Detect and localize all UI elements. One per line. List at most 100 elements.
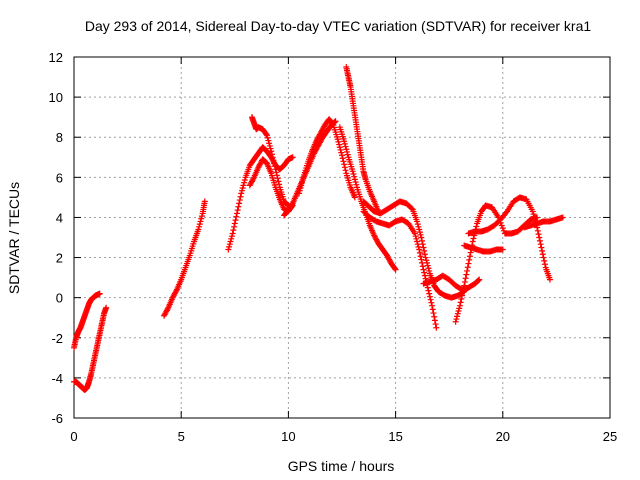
data-point [231,220,238,227]
data-point [341,164,348,171]
data-point [341,138,348,145]
data-point [475,277,482,284]
series-trace-9 [343,64,382,215]
data-point [466,256,473,263]
data-point [538,244,545,251]
data-point [427,296,434,303]
data-point [413,235,420,242]
data-point [461,282,468,289]
data-point [415,243,422,250]
data-point [539,247,546,254]
data-point [234,207,241,214]
plot-border [73,56,611,419]
data-point [240,182,247,189]
data-point [420,266,427,273]
data-point [196,221,203,228]
data-point [351,194,358,201]
data-point [298,182,305,189]
grid-lines [74,57,610,418]
data-point [419,237,426,244]
data-point [298,179,305,186]
data-point [464,267,471,274]
data-point [422,254,429,261]
data-point [423,257,430,264]
data-point [541,257,548,264]
data-point [529,208,536,215]
data-point [414,218,421,225]
data-point [266,140,273,147]
y-tick-label: -2 [51,331,63,346]
data-point [503,209,510,216]
data-point [227,238,234,245]
series-trace-15 [465,194,553,283]
data-point [421,272,428,279]
data-point [419,259,426,266]
data-point [229,230,236,237]
data-point [460,285,467,292]
x-tick-label: 5 [178,429,185,444]
data-point [426,290,433,297]
data-point [433,324,440,331]
data-point [353,181,360,188]
data-point [236,200,243,207]
data-point [498,222,505,229]
data-point [296,190,303,197]
data-point [269,154,276,161]
data-point [465,260,472,267]
data-point [414,221,421,228]
data-point [250,175,257,182]
data-point [466,253,473,260]
data-point [96,290,103,297]
data-point [263,132,270,139]
data-point [329,121,336,128]
data-point [195,226,202,233]
x-tick-label: 25 [603,429,617,444]
data-point [273,169,280,176]
data-point [421,251,428,258]
data-point [241,177,248,184]
data-point [531,213,538,220]
data-point [536,237,543,244]
series-trace-13 [420,272,483,293]
data-point [297,185,304,192]
data-point [536,234,543,241]
series-trace-2 [71,304,110,393]
data-point [456,305,463,312]
data-point [424,259,431,266]
data-point [231,223,238,230]
data-point [339,152,345,159]
x-tick-label: 20 [496,429,510,444]
data-point [426,267,433,274]
data-point [264,134,271,141]
data-point [198,213,205,220]
data-point [344,148,351,155]
data-point [198,215,205,222]
data-point [546,276,553,283]
y-tick-label: -6 [51,411,63,426]
data-point [414,241,421,248]
data-point [473,223,480,230]
data-points [71,64,566,393]
data-point [463,271,470,278]
data-point [430,310,437,317]
data-point [336,144,343,151]
data-point [432,321,439,328]
data-point [467,249,474,256]
y-axis-title: SDTVAR / TECUs [6,182,22,294]
plot-frame [73,56,611,419]
x-axis-title: GPS time / hours [288,458,395,474]
data-point [424,262,431,269]
data-point [414,238,421,245]
chart-title: Day 293 of 2014, Sidereal Day-to-day VTE… [85,18,591,34]
data-point [352,179,359,186]
data-point [392,266,399,273]
data-point [453,316,460,323]
series-trace-16 [461,242,506,255]
data-point [263,131,270,138]
data-point [429,306,436,313]
data-point [424,284,431,291]
data-point [339,155,346,162]
y-tick-label: 6 [56,170,63,185]
data-point [530,211,537,218]
